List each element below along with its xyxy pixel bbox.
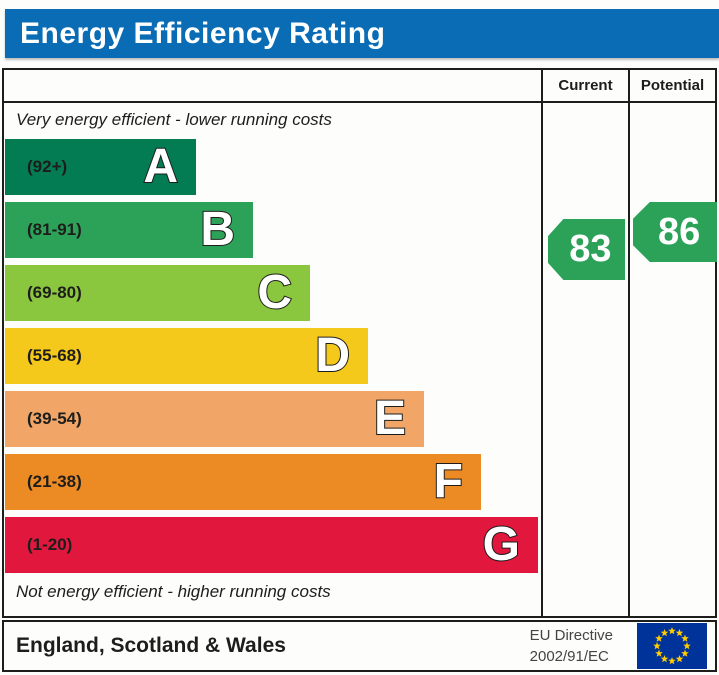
bottom-note: Not energy efficient - higher running co…	[16, 582, 331, 601]
band-e-range: (39-54)	[27, 409, 82, 428]
band-a-letter: A	[142, 139, 179, 194]
band-b-bar: (81-91) B	[5, 202, 253, 258]
table-header-row: Current Potential	[4, 70, 715, 103]
band-g-letter: G	[482, 517, 521, 572]
eu-directive-line1: EU Directive	[529, 627, 613, 644]
potential-column-header: Potential	[640, 77, 705, 94]
eu-directive-label: EU Directive 2002/91/EC	[530, 625, 637, 667]
band-b-range: (81-91)	[27, 220, 82, 239]
current-rating-value: 83	[569, 228, 612, 270]
eu-flag-icon	[637, 623, 707, 669]
column-divider-potential	[628, 70, 630, 616]
current-column-header: Current	[558, 77, 613, 94]
current-rating-arrow: 83	[548, 219, 625, 280]
band-g-range: (1-20)	[27, 535, 73, 554]
band-e-bar: (39-54) E	[5, 391, 424, 447]
band-b-letter: B	[199, 202, 236, 257]
potential-rating-value: 86	[658, 210, 701, 253]
band-d-letter: D	[314, 328, 351, 383]
band-f-letter: F	[433, 454, 464, 509]
band-a-range: (92+)	[27, 157, 68, 176]
band-a-bar: (92+) A	[5, 139, 196, 195]
top-note: Very energy efficient - lower running co…	[16, 110, 332, 129]
band-f-bar: (21-38) F	[5, 454, 481, 510]
region-label: England, Scotland & Wales	[16, 634, 286, 657]
column-divider-current	[541, 70, 543, 616]
band-d-bar: (55-68) D	[5, 328, 368, 384]
footer-bar: England, Scotland & Wales EU Directive 2…	[2, 620, 717, 672]
band-c-bar: (69-80) C	[5, 265, 310, 321]
band-c-letter: C	[256, 265, 293, 320]
band-f-range: (21-38)	[27, 472, 82, 491]
eu-directive-line2: 2002/91/EC	[529, 648, 609, 665]
chart-title: Energy Efficiency Rating	[20, 16, 386, 50]
band-g-bar: (1-20) G	[5, 517, 538, 573]
chart-title-bar: Energy Efficiency Rating	[5, 9, 719, 58]
band-e-letter: E	[373, 391, 407, 446]
band-d-range: (55-68)	[27, 346, 82, 365]
potential-rating-arrow: 86	[633, 202, 717, 262]
band-c-range: (69-80)	[27, 283, 82, 302]
rating-table: Current Potential Very energy efficient …	[2, 68, 717, 618]
